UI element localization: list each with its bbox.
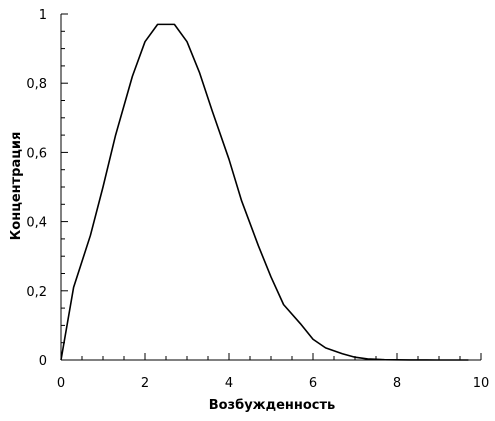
x-tick-label: 2 bbox=[141, 376, 149, 391]
series-line bbox=[60, 23, 469, 361]
y-tick-label: 0,8 bbox=[26, 77, 47, 92]
x-axis-label: Возбужденность bbox=[209, 398, 336, 413]
x-tick-label: 6 bbox=[309, 376, 317, 391]
x-tick-label: 0 bbox=[57, 376, 65, 391]
y-axis-label: Концентрация bbox=[9, 132, 24, 241]
y-tick-label: 0,4 bbox=[26, 216, 47, 231]
y-tick-label: 0 bbox=[39, 354, 47, 369]
x-tick-label: 8 bbox=[393, 376, 401, 391]
x-tick-label: 4 bbox=[225, 376, 233, 391]
x-tick-label: 10 bbox=[473, 376, 490, 391]
y-tick-label: 0,6 bbox=[26, 146, 47, 161]
y-tick-label: 1 bbox=[39, 8, 47, 23]
axes bbox=[60, 14, 481, 361]
series-layer bbox=[60, 23, 469, 361]
ticks: 0 2 4 6 8 10 0 0,2 0,4 0,6 0,8 1 bbox=[26, 8, 489, 391]
y-tick-label: 0,2 bbox=[26, 285, 47, 300]
